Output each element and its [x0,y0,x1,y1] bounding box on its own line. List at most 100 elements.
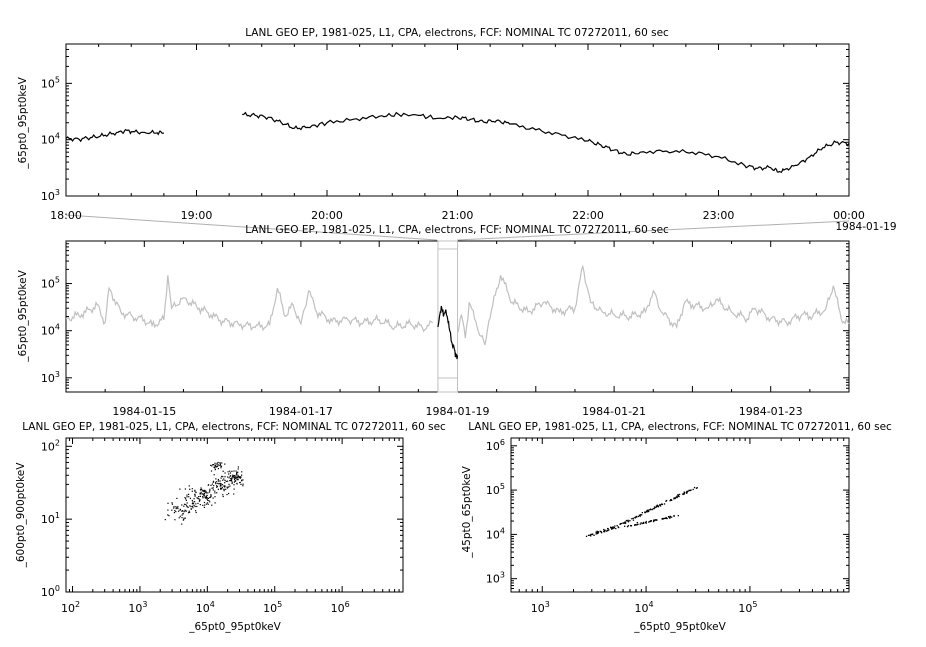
scatter-point [601,532,603,534]
chart-title: LANL GEO EP, 1981-025, L1, CPA, electron… [245,27,669,39]
scatter-point [183,505,185,507]
scatter-point [212,464,214,466]
scatter-point [629,520,631,522]
scatter-point [207,484,209,486]
scatter-point [646,510,648,512]
panel-bottom-right-scatter: LANL GEO EP, 1981-025, L1, CPA, electron… [461,421,892,633]
scatter-point [636,524,638,526]
scatter-point [195,510,197,512]
scatter-point [191,499,193,502]
scatter-point [174,519,176,521]
scatter-point [217,465,219,467]
scatter-point [223,490,225,492]
axes: 103 104 105 106 103 104 105 [486,437,850,615]
scatter-point [233,476,235,479]
scatter-point [210,464,212,466]
scatter-point [191,490,193,492]
scatter-point [670,498,672,501]
panel-middle-timeseries: LANL GEO EP, 1981-025, L1, CPA, electron… [17,224,850,418]
scatter-point [233,484,235,486]
scatter-point [236,478,238,481]
scatter-point [611,527,614,530]
scatter-point [627,519,629,521]
scatter-point [215,483,217,485]
scatter-point [595,531,597,533]
scatter-point [229,475,231,477]
scatter-point [236,473,238,475]
scatter-point [645,522,647,524]
scatter-point [191,488,193,490]
panel-bottom-left-scatter: LANL GEO EP, 1981-025, L1, CPA, electron… [15,421,446,633]
scatter-point [234,475,236,478]
scatter-point [167,514,169,516]
scatter-point [238,476,240,479]
scatter-point [226,486,228,488]
scatter-point [669,517,671,519]
plot-frame [510,437,850,593]
scatter-point [604,531,606,533]
scatter-point [585,535,588,537]
scatter-point [203,492,206,494]
scatter-point [214,482,217,484]
scatter-point [219,463,221,465]
scatter-point [216,466,218,468]
scatter-point [223,488,225,490]
scatter-point [641,514,643,516]
scatter-point [185,503,187,506]
scatter-point [211,483,213,485]
scatter-point [217,478,219,481]
scatter-point [589,534,591,536]
scatter-point [233,475,235,477]
scatter-point [673,498,675,500]
scatter-point [209,501,211,503]
scatter-point [185,499,187,501]
scatter-point [645,520,647,523]
y-tick-label: 104 [41,132,60,147]
y-tick-label: 104 [41,323,60,338]
scatter-point [635,516,637,518]
scatter-point [223,485,225,487]
scatter-point [202,504,204,506]
scatter-point [228,483,230,485]
scatter-point [627,525,629,527]
scatter-point [678,495,680,498]
scatter-point [613,527,615,529]
scatter-point [590,535,592,537]
scatter-point [231,470,233,472]
scatter-point [625,519,628,522]
scatter-point [225,488,227,490]
y-tick-label: 101 [41,511,60,526]
scatter-point [171,503,173,505]
series-line-segment [242,111,850,174]
scatter-point [207,503,209,505]
scatter-point [655,519,657,521]
y-axis-label: _65pt0_95pt0keV [17,76,29,169]
scatter-point [198,496,200,498]
series-line-selected [437,305,459,360]
scatter-point [239,477,241,479]
scatter-point [656,505,658,507]
scatter-point [189,488,191,490]
scatter-point [218,483,220,485]
chart-title: LANL GEO EP, 1981-025, L1, CPA, electron… [245,224,669,236]
scatter-point [199,493,201,495]
scatter-point [214,502,216,504]
scatter-point [687,490,689,492]
scatter-point [186,502,188,504]
scatter-point [230,479,232,482]
scatter-point [654,507,656,509]
scatter-point [214,490,216,492]
scatter-point [203,506,205,508]
y-tick-label: 104 [486,526,505,541]
scatter-point [181,514,183,516]
scatter-point [645,511,648,513]
scatter-point [597,531,600,533]
scatter-point [688,489,691,492]
scatter-point [664,517,666,519]
scatter-point [204,491,207,493]
scatter-point [224,482,226,484]
scatter-point [212,489,214,491]
scatter-point [203,489,205,492]
scatter-point [199,495,201,497]
scatter-point [611,528,613,530]
